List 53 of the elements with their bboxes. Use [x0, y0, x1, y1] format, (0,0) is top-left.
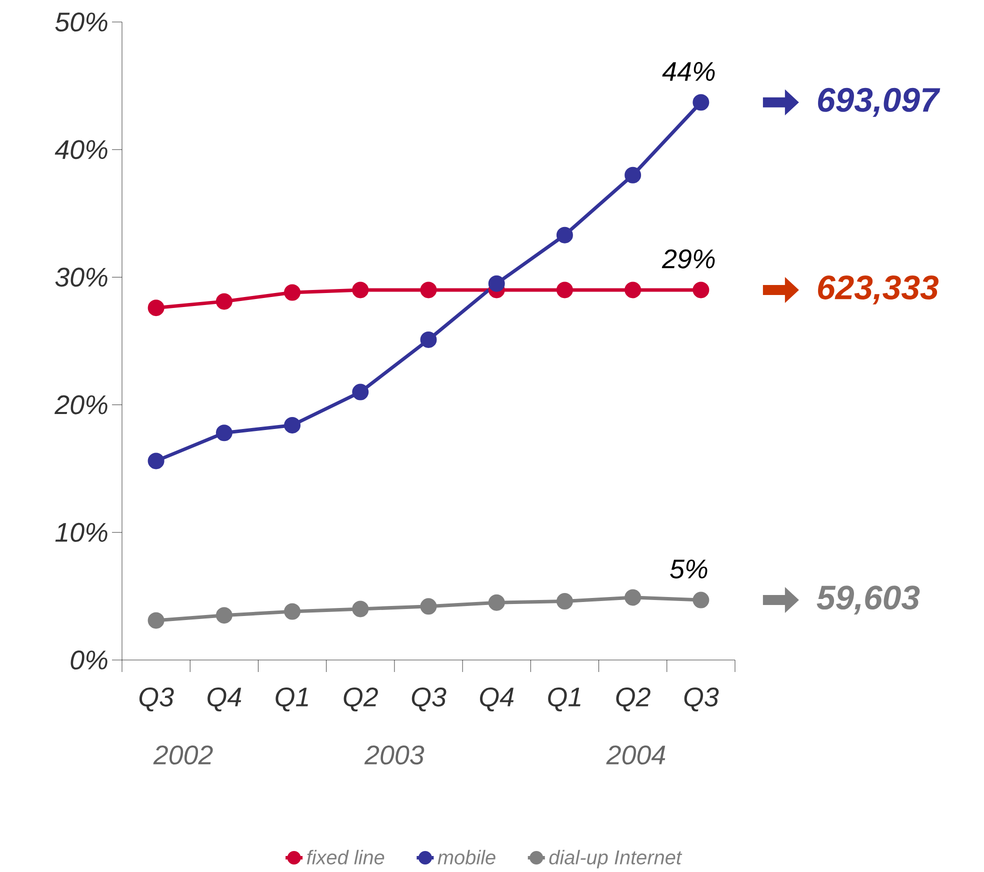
point [692, 94, 710, 111]
legend-label: fixed line [306, 850, 384, 864]
x-tick-label: Q2 [616, 688, 650, 712]
point [556, 282, 573, 298]
x-tick-label: Q2 [344, 688, 378, 712]
data-label: 5% [670, 560, 708, 579]
y-tick-label: 10% [55, 522, 108, 542]
point [692, 592, 710, 608]
y-tick-label: 0% [70, 650, 108, 670]
point [624, 282, 642, 298]
point [488, 275, 505, 292]
point [284, 284, 301, 301]
x-tick-label: Q3 [139, 688, 174, 712]
point [352, 282, 369, 298]
text: 2004 [606, 745, 666, 765]
text: 2002 [153, 745, 213, 765]
y-tick-label: 30% [55, 268, 108, 287]
x-tick-label: Q1 [276, 688, 308, 712]
point [556, 226, 573, 244]
point [148, 300, 164, 316]
point [624, 166, 642, 184]
point [216, 293, 232, 310]
x-tick-label: Q1 [548, 688, 580, 712]
data-label: 29% [662, 249, 715, 268]
point [352, 600, 369, 618]
point [148, 452, 164, 470]
legend-label: dial-up Internet [549, 850, 682, 868]
y-tick-label: 50% [55, 12, 108, 32]
text: 693,097 [818, 88, 940, 117]
text: 623,333 [818, 276, 938, 304]
point [624, 589, 642, 606]
data-label: 44% [662, 62, 715, 81]
point [420, 331, 437, 348]
point [216, 424, 232, 442]
text: 59,603 [816, 586, 920, 614]
x-tick-label: Q3 [412, 688, 446, 712]
point [488, 594, 505, 611]
point [420, 282, 437, 298]
x-tick-label: Q4 [480, 688, 514, 712]
y-tick-label: 20% [54, 395, 108, 414]
point [692, 282, 710, 298]
x-tick-label: Q4 [208, 688, 242, 712]
point [352, 384, 369, 400]
text: 2003 [364, 745, 424, 765]
point [148, 612, 164, 629]
y-tick-label: 40% [54, 140, 108, 160]
point [284, 603, 301, 620]
x-tick-label: Q3 [684, 688, 719, 712]
point [216, 607, 232, 624]
point [420, 598, 437, 615]
legend-label: mobile [438, 850, 496, 864]
point [284, 416, 301, 434]
point [556, 593, 573, 610]
